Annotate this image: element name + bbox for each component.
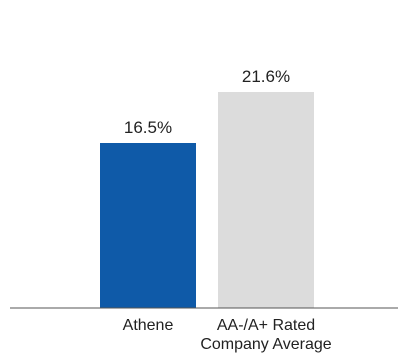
bars-layer bbox=[100, 92, 314, 308]
category-label-0: Athene bbox=[123, 317, 174, 334]
bar-1 bbox=[218, 92, 314, 308]
category-label-1: AA-/A+ Rated Company Average bbox=[200, 317, 331, 353]
value-label-0: 16.5% bbox=[124, 118, 172, 137]
value-label-1: 21.6% bbox=[242, 67, 290, 86]
category-labels-layer: Athene AA-/A+ Rated Company Average bbox=[123, 317, 332, 353]
bar-0 bbox=[100, 143, 196, 308]
value-labels-layer: 16.5% 21.6% bbox=[124, 67, 290, 137]
